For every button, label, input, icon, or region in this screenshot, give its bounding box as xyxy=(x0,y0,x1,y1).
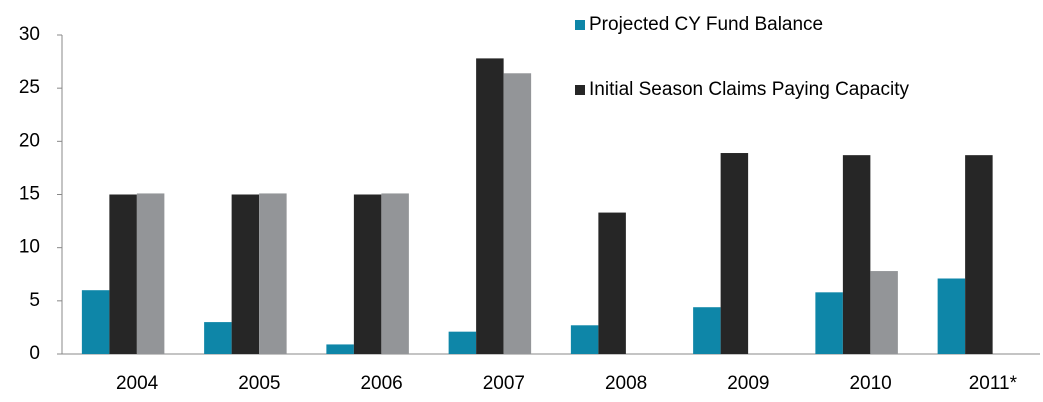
y-tick-label: 25 xyxy=(19,77,40,98)
bar xyxy=(109,194,137,354)
legend-label: Projected CY Fund Balance xyxy=(589,14,823,35)
x-tick-label: 2011* xyxy=(969,373,1018,394)
y-tick-label: 10 xyxy=(19,237,40,258)
bar xyxy=(231,194,260,354)
bar xyxy=(259,193,287,354)
x-tick-label: 2008 xyxy=(605,373,647,394)
bar xyxy=(381,193,409,354)
legend-swatch xyxy=(575,20,585,30)
x-tick-label: 2006 xyxy=(360,373,402,394)
bar xyxy=(842,155,871,354)
x-tick-label: 2007 xyxy=(483,373,525,394)
y-tick-label: 20 xyxy=(19,130,40,151)
bar xyxy=(503,73,532,354)
y-tick-label: 5 xyxy=(29,290,40,311)
bar xyxy=(937,278,966,354)
bar xyxy=(870,271,898,354)
x-tick-label: 2004 xyxy=(116,373,159,394)
bar xyxy=(815,292,843,354)
y-tick-label: 30 xyxy=(19,24,40,45)
bar xyxy=(353,194,382,354)
x-tick-label: 2010 xyxy=(849,373,891,394)
bar xyxy=(965,155,993,354)
bar xyxy=(448,331,477,354)
bar xyxy=(693,307,721,354)
bar xyxy=(204,322,232,354)
bar xyxy=(81,290,110,354)
x-tick-label: 2005 xyxy=(238,373,280,394)
bar xyxy=(720,153,749,354)
bar xyxy=(326,344,354,354)
legend-label: Initial Season Claims Paying Capacity xyxy=(589,79,909,100)
x-tick-label: 2009 xyxy=(727,373,769,394)
y-tick-label: 15 xyxy=(19,184,40,205)
bar xyxy=(598,212,626,354)
y-tick-label: 0 xyxy=(29,343,40,364)
bar xyxy=(570,325,599,354)
legend-swatch xyxy=(575,85,585,95)
bar xyxy=(136,193,165,354)
bar xyxy=(476,58,504,354)
